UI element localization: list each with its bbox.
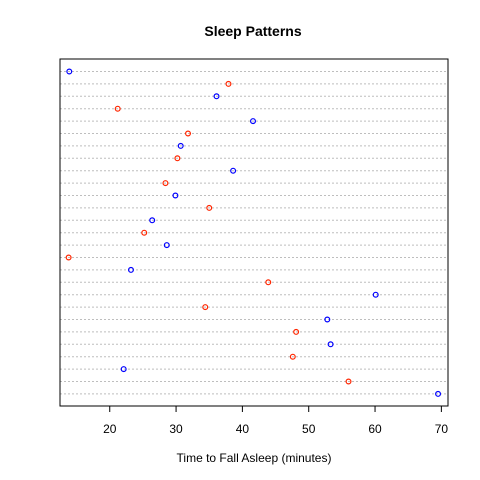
chart-title: Sleep Patterns [204, 23, 301, 39]
data-point [230, 167, 237, 174]
data-point [66, 68, 73, 75]
data-point [327, 341, 334, 348]
data-point [213, 93, 220, 100]
data-point [225, 80, 232, 87]
data-point [149, 217, 156, 224]
data-point [163, 242, 170, 249]
data-point [174, 155, 181, 162]
x-axis-label: Time to Fall Asleep (minutes) [177, 451, 332, 465]
grid-lines [60, 71, 448, 395]
data-point [435, 390, 442, 397]
data-point [324, 316, 331, 323]
data-point [172, 192, 179, 199]
x-tick-label: 70 [435, 422, 449, 436]
data-points [65, 68, 442, 397]
data-point [206, 204, 213, 211]
data-point [345, 378, 352, 385]
x-tick-label: 60 [368, 422, 382, 436]
data-point [372, 291, 379, 298]
data-point [141, 229, 148, 236]
x-tick-label: 40 [236, 422, 250, 436]
data-point [120, 366, 127, 373]
data-point [185, 130, 192, 137]
x-tick-label: 20 [103, 422, 117, 436]
x-tick-label: 30 [169, 422, 183, 436]
plot-frame [59, 58, 449, 407]
x-tick-label: 50 [302, 422, 316, 436]
data-point [114, 105, 121, 112]
data-point [127, 266, 134, 273]
data-point [177, 142, 184, 149]
data-point [250, 118, 257, 125]
data-point [293, 328, 300, 335]
data-point [265, 279, 272, 286]
data-point [289, 353, 296, 360]
x-axis: 20 30 40 50 60 70 [103, 406, 448, 436]
data-point [202, 304, 209, 311]
data-point [65, 254, 72, 261]
data-point [162, 180, 169, 187]
